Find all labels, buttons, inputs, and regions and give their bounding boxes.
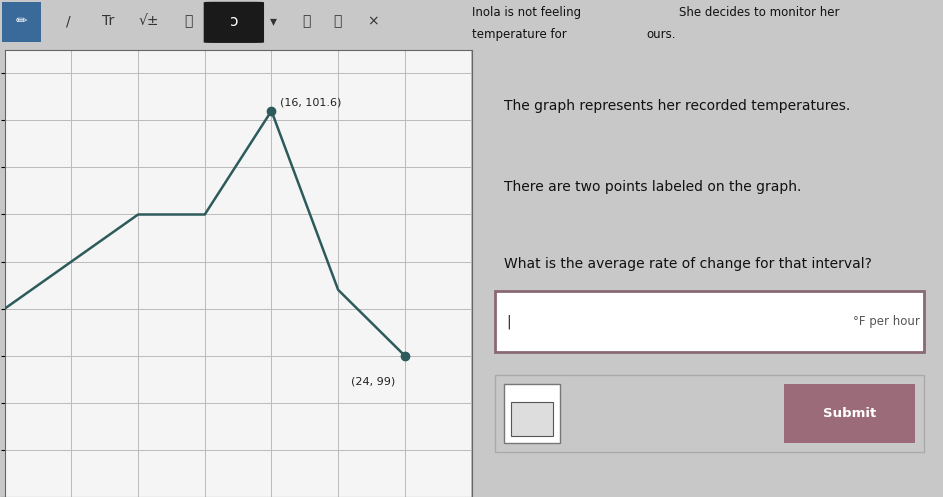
Text: The graph represents her recorded temperatures.: The graph represents her recorded temper…	[505, 99, 851, 113]
FancyBboxPatch shape	[204, 2, 264, 43]
Text: (16, 101.6): (16, 101.6)	[280, 97, 341, 107]
FancyBboxPatch shape	[785, 384, 915, 443]
Text: She decides to monitor her: She decides to monitor her	[679, 6, 839, 19]
Text: Submit: Submit	[823, 407, 876, 420]
Text: (24, 99): (24, 99)	[352, 376, 396, 387]
Text: ✏: ✏	[16, 14, 27, 28]
Text: ×: ×	[367, 14, 378, 28]
Text: ↄ: ↄ	[230, 14, 238, 29]
Text: There are two points labeled on the graph.: There are two points labeled on the grap…	[505, 180, 802, 194]
Text: Tr: Tr	[103, 14, 114, 28]
Text: ▾: ▾	[270, 14, 277, 28]
Text: temperature for: temperature for	[472, 28, 566, 41]
FancyBboxPatch shape	[2, 2, 41, 42]
Text: ours.: ours.	[646, 28, 675, 41]
Text: √±: √±	[139, 14, 159, 28]
FancyBboxPatch shape	[495, 375, 924, 452]
Text: /: /	[66, 14, 70, 28]
FancyBboxPatch shape	[495, 291, 924, 352]
FancyBboxPatch shape	[505, 384, 560, 443]
Text: ⬦: ⬦	[185, 14, 192, 28]
Text: What is the average rate of change for that interval?: What is the average rate of change for t…	[505, 257, 872, 271]
Text: |: |	[506, 314, 511, 329]
Text: ⌢: ⌢	[303, 14, 310, 28]
FancyBboxPatch shape	[511, 402, 554, 436]
Text: °F per hour: °F per hour	[852, 315, 919, 328]
Text: Inola is not feeling: Inola is not feeling	[472, 6, 581, 19]
Text: ⌢: ⌢	[334, 14, 341, 28]
